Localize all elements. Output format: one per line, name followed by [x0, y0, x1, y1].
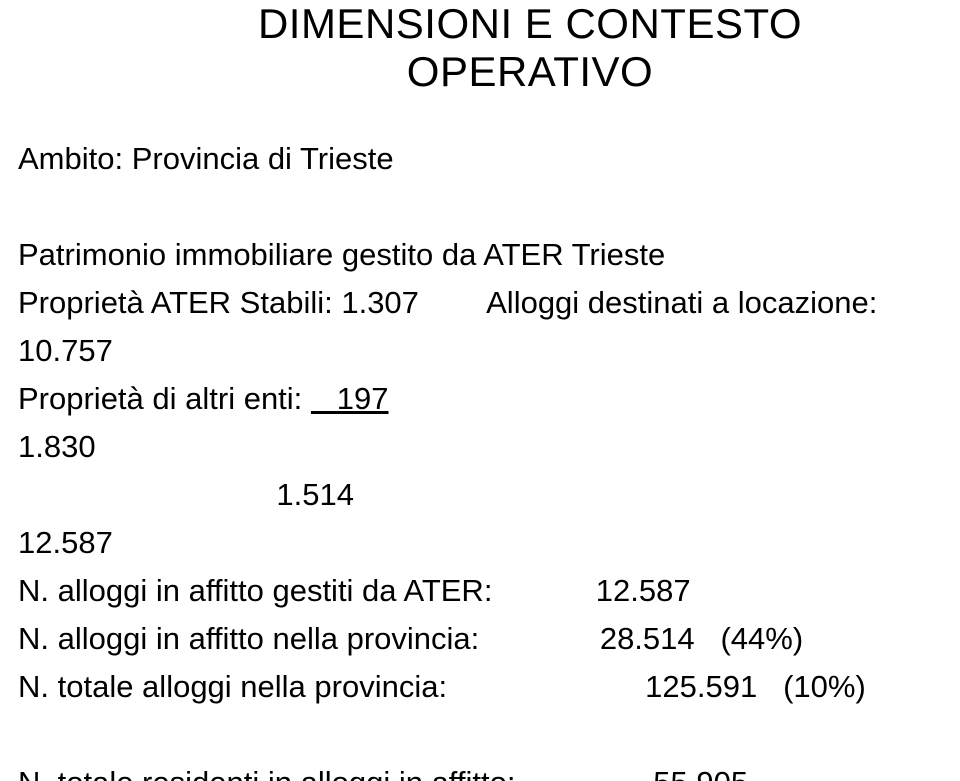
line-12587: 12.587	[18, 525, 113, 560]
line-altri-enti-label: Proprietà di altri enti:	[18, 381, 311, 416]
line-patrimonio: Patrimonio immobiliare gestito da ATER T…	[18, 237, 665, 272]
title-line-1: DIMENSIONI E CONTESTO	[100, 0, 960, 48]
line-altri-enti-value: 197	[311, 381, 389, 416]
line-n-affitto-ater: N. alloggi in affitto gestiti da ATER: 1…	[18, 573, 691, 608]
line-n-residenti: N. totale residenti in alloggi in affitt…	[18, 765, 748, 781]
page-title: DIMENSIONI E CONTESTO OPERATIVO	[0, 0, 960, 97]
line-1514: 1.514	[18, 477, 354, 512]
line-n-totale-provincia: N. totale alloggi nella provincia: 125.5…	[18, 669, 866, 704]
line-ambito: Ambito: Provincia di Trieste	[18, 141, 394, 176]
title-line-2: OPERATIVO	[100, 48, 960, 96]
line-proprieta-ater-left: Proprietà ATER Stabili: 1.307	[18, 285, 419, 320]
body-text: Ambito: Provincia di Trieste Patrimonio …	[0, 97, 960, 781]
line-alloggi-locazione: Alloggi destinati a locazione:	[486, 285, 877, 320]
document-page: DIMENSIONI E CONTESTO OPERATIVO Ambito: …	[0, 0, 960, 781]
line-1830: 1.830	[18, 429, 96, 464]
line-10757: 10.757	[18, 333, 113, 368]
line-n-affitto-provincia: N. alloggi in affitto nella provincia: 2…	[18, 621, 803, 656]
